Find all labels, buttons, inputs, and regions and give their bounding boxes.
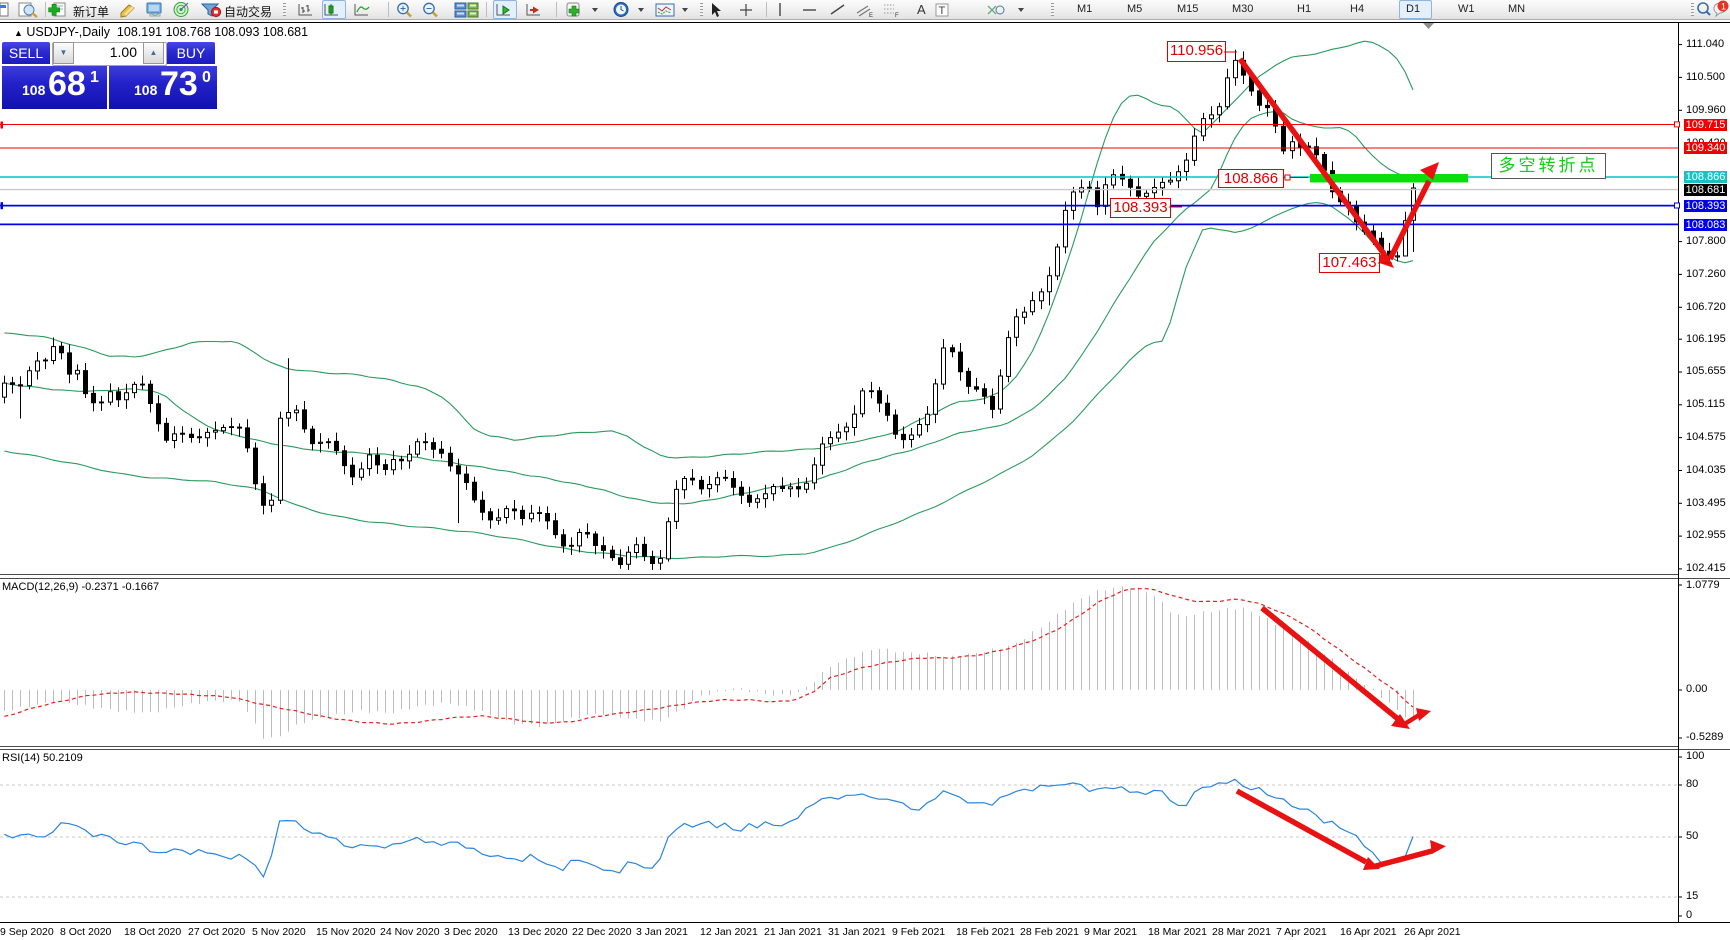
svg-text:1: 1 — [1721, 2, 1726, 12]
svg-text:A: A — [917, 2, 926, 17]
svg-text:F: F — [895, 13, 899, 19]
svg-text:T: T — [939, 5, 946, 17]
svg-text:E: E — [869, 13, 873, 19]
